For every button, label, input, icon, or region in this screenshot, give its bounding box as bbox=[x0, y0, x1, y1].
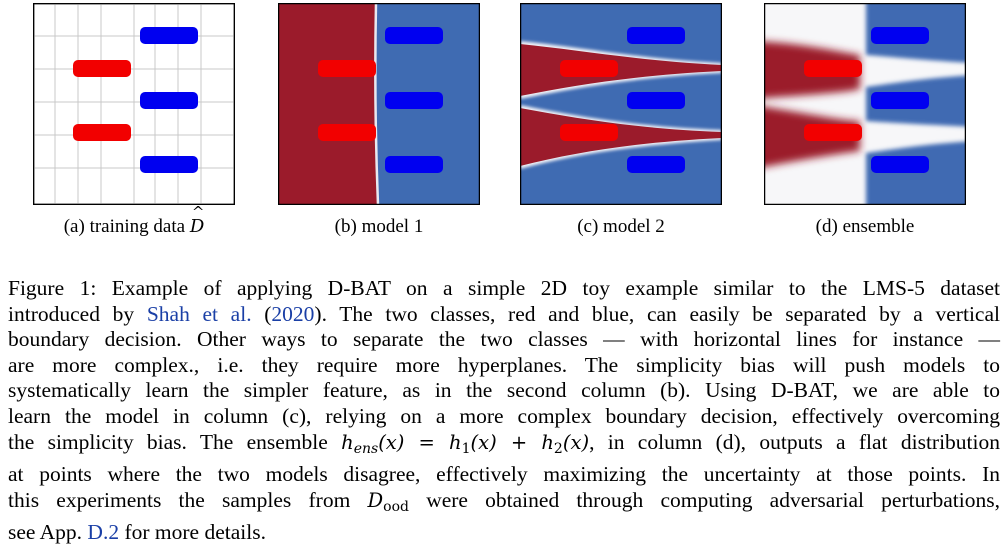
blue-cluster bbox=[871, 156, 929, 173]
d-ood-symbol: Dood bbox=[367, 488, 409, 515]
caption-a: (a) training data D ^ bbox=[63, 203, 205, 237]
red-cluster bbox=[73, 124, 131, 141]
caption-c: (c) model 2 bbox=[577, 216, 665, 237]
caption-line: introduced by Shah et al. (2020). The tw… bbox=[8, 301, 1000, 326]
red-cluster bbox=[560, 124, 618, 141]
red-cluster bbox=[73, 60, 131, 77]
panel-model-2 bbox=[520, 3, 722, 205]
caption-line: are more complex., i.e. they require mor… bbox=[8, 352, 1000, 377]
blue-cluster bbox=[627, 92, 685, 109]
red-cluster bbox=[804, 60, 862, 77]
caption-line: see App. D.2 for more details. bbox=[8, 520, 266, 545]
blue-cluster bbox=[871, 92, 929, 109]
ensemble-formula: hens(x) = h1(x) + h2(x) bbox=[341, 430, 590, 457]
blue-cluster bbox=[871, 27, 929, 44]
caption-b: (b) model 1 bbox=[334, 216, 424, 237]
red-cluster bbox=[318, 60, 376, 77]
red-cluster bbox=[318, 124, 376, 141]
red-cluster bbox=[560, 60, 618, 77]
caption-line: learn the model in column (c), relying o… bbox=[8, 403, 1000, 428]
model-2-plot bbox=[520, 3, 722, 205]
blue-cluster bbox=[627, 156, 685, 173]
panel-training-data bbox=[33, 3, 235, 205]
caption-line: the simplicity bias. The ensemble hens(x… bbox=[8, 429, 1000, 457]
caption-line: at points where the two models disagree,… bbox=[8, 462, 1000, 487]
citation-link[interactable]: Shah et al. bbox=[146, 301, 252, 326]
blue-cluster bbox=[140, 156, 198, 173]
blue-cluster bbox=[385, 92, 443, 109]
red-cluster bbox=[804, 124, 862, 141]
blue-cluster bbox=[385, 156, 443, 173]
ensemble-plot bbox=[764, 3, 966, 205]
blue-cluster bbox=[140, 27, 198, 44]
appendix-link[interactable]: D.2 bbox=[87, 520, 120, 545]
figure-caption: Figure 1: Example of applying D-BAT on a… bbox=[8, 276, 1000, 546]
d-hat-symbol: D ^ bbox=[189, 203, 205, 237]
caption-d: (d) ensemble bbox=[815, 216, 915, 237]
model-1-plot bbox=[278, 3, 480, 205]
citation-year-link[interactable]: 2020 bbox=[271, 301, 315, 326]
panel-model-1 bbox=[278, 3, 480, 205]
blue-cluster bbox=[627, 27, 685, 44]
caption-line: systematically learn the simpler feature… bbox=[8, 378, 1000, 403]
caption-line: this experiments the samples from Dood w… bbox=[8, 487, 1000, 515]
blue-cluster bbox=[385, 27, 443, 44]
figure-panels: (a) training data D ^ (b) bbox=[0, 0, 1006, 250]
panel-ensemble bbox=[764, 3, 966, 205]
caption-line: boundary decision. Other ways to separat… bbox=[8, 327, 1000, 352]
blue-cluster bbox=[140, 92, 198, 109]
caption-line: Figure 1: Example of applying D-BAT on a… bbox=[8, 276, 1000, 300]
training-data-plot bbox=[33, 3, 235, 205]
